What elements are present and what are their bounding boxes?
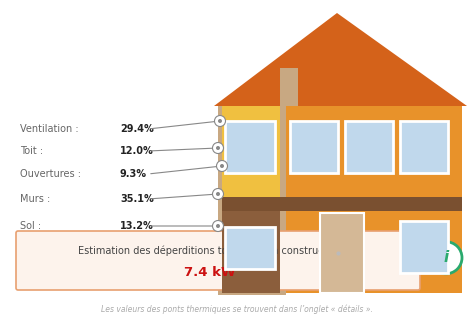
FancyBboxPatch shape xyxy=(16,231,420,290)
Text: 29.4%: 29.4% xyxy=(120,124,154,134)
Bar xyxy=(225,121,275,173)
Text: Murs :: Murs : xyxy=(20,194,50,204)
Bar xyxy=(225,227,275,269)
Circle shape xyxy=(215,116,226,126)
Text: Toit :: Toit : xyxy=(20,146,43,156)
Text: 9.3%: 9.3% xyxy=(120,169,147,179)
Bar xyxy=(345,121,393,173)
Text: i: i xyxy=(443,250,448,265)
Circle shape xyxy=(212,188,224,199)
Bar xyxy=(290,121,338,173)
Circle shape xyxy=(212,143,224,153)
Text: Ouvertures :: Ouvertures : xyxy=(20,169,81,179)
Circle shape xyxy=(430,242,462,274)
Bar xyxy=(320,213,364,293)
Circle shape xyxy=(217,160,228,171)
Text: 12.0%: 12.0% xyxy=(120,146,154,156)
Bar xyxy=(400,121,448,173)
Bar xyxy=(222,203,280,293)
Circle shape xyxy=(218,119,222,123)
Circle shape xyxy=(216,224,220,228)
Polygon shape xyxy=(214,13,467,106)
Text: Sol :: Sol : xyxy=(20,221,41,231)
Text: Ventilation :: Ventilation : xyxy=(20,124,79,134)
Text: Les valeurs des ponts thermiques se trouvent dans l’onglet « détails ».: Les valeurs des ponts thermiques se trou… xyxy=(101,304,373,314)
Circle shape xyxy=(212,221,224,231)
Bar xyxy=(280,68,298,106)
Circle shape xyxy=(220,164,224,168)
Text: Estimation des déperditions totales de la construction: Estimation des déperditions totales de l… xyxy=(78,245,342,256)
Text: 7.4 kW: 7.4 kW xyxy=(184,266,236,279)
Circle shape xyxy=(216,192,220,196)
Bar xyxy=(222,106,462,293)
Bar xyxy=(222,106,280,203)
Bar xyxy=(400,221,448,273)
Bar xyxy=(218,104,286,295)
Text: 13.2%: 13.2% xyxy=(120,221,154,231)
Text: 35.1%: 35.1% xyxy=(120,194,154,204)
Circle shape xyxy=(216,146,220,150)
Bar xyxy=(222,197,462,211)
